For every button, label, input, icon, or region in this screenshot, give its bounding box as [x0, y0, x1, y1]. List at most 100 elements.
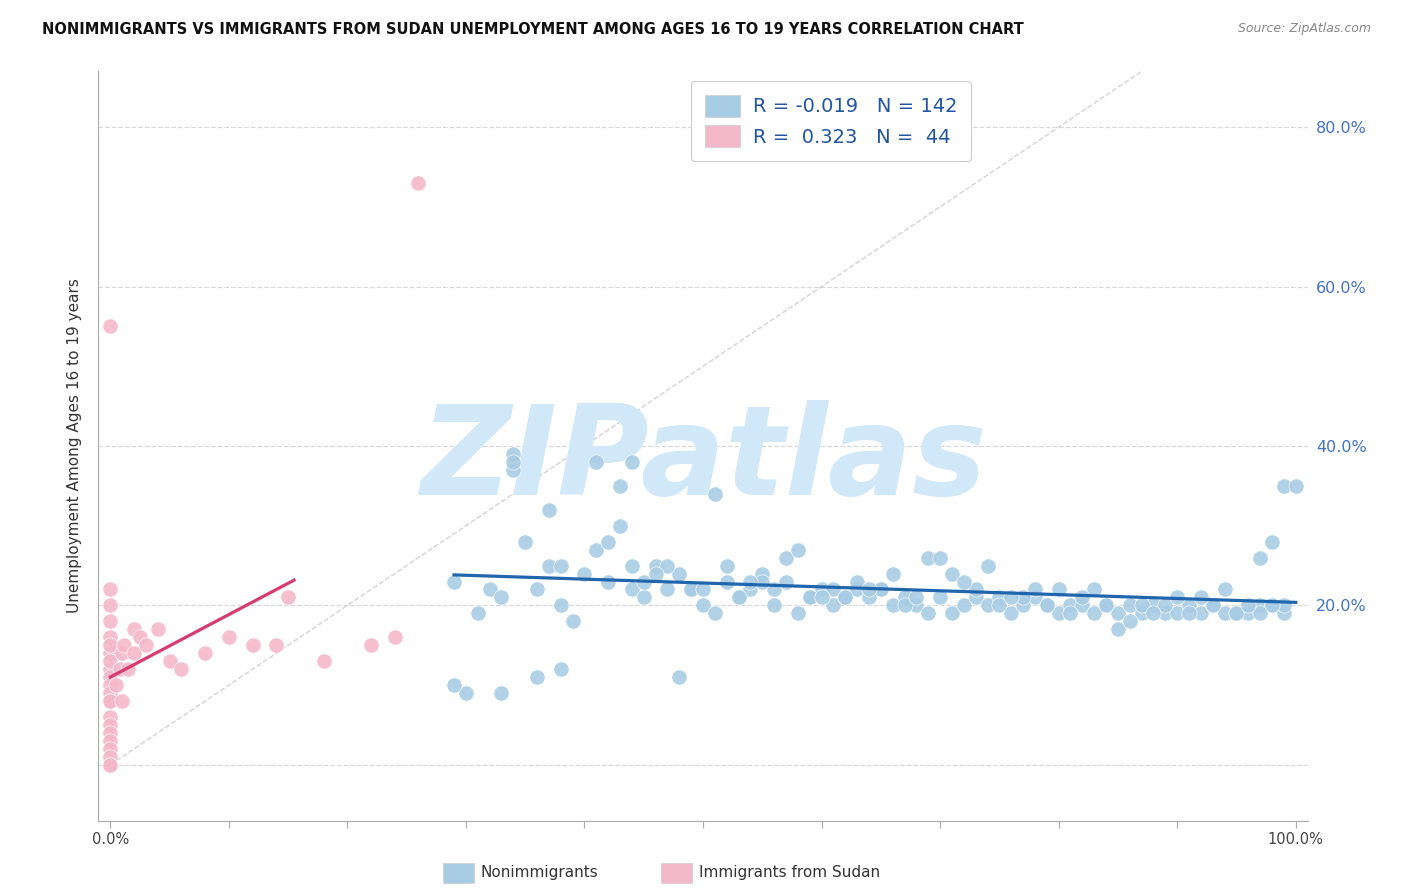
Point — [703, 487, 725, 501]
Point — [1047, 582, 1070, 597]
Point — [408, 176, 430, 190]
Point — [869, 582, 891, 597]
Point — [1024, 591, 1046, 605]
Point — [550, 662, 572, 676]
Text: Immigrants from Sudan: Immigrants from Sudan — [699, 865, 880, 880]
Point — [620, 455, 643, 469]
Point — [98, 319, 121, 334]
Point — [135, 638, 157, 652]
Point — [727, 591, 749, 605]
Point — [443, 574, 465, 589]
Point — [98, 742, 121, 756]
Point — [952, 574, 974, 589]
Point — [98, 686, 121, 700]
Point — [775, 550, 797, 565]
Point — [98, 726, 121, 740]
Point — [561, 615, 583, 629]
Point — [1107, 607, 1129, 621]
Point — [858, 582, 880, 597]
Point — [681, 582, 703, 597]
Point — [657, 558, 679, 573]
Point — [98, 694, 121, 708]
Point — [502, 463, 524, 477]
Point — [98, 678, 121, 692]
Point — [716, 558, 738, 573]
Y-axis label: Unemployment Among Ages 16 to 19 years: Unemployment Among Ages 16 to 19 years — [67, 278, 83, 614]
Point — [598, 574, 620, 589]
Point — [478, 582, 501, 597]
Point — [1059, 607, 1081, 621]
Point — [1107, 623, 1129, 637]
Point — [786, 607, 808, 621]
Point — [1272, 599, 1295, 613]
Point — [751, 566, 773, 581]
Point — [491, 591, 513, 605]
Point — [537, 502, 560, 516]
Point — [1130, 599, 1153, 613]
Point — [467, 607, 489, 621]
Point — [882, 566, 904, 581]
Point — [716, 574, 738, 589]
Point — [988, 599, 1011, 613]
Point — [1249, 550, 1271, 565]
Point — [882, 599, 904, 613]
Point — [965, 582, 987, 597]
Point — [1225, 607, 1247, 621]
Point — [111, 646, 134, 660]
Point — [98, 638, 121, 652]
Point — [633, 574, 655, 589]
Point — [1130, 607, 1153, 621]
Point — [858, 591, 880, 605]
Point — [751, 574, 773, 589]
Point — [312, 654, 335, 668]
Point — [585, 455, 607, 469]
Point — [502, 447, 524, 461]
Point — [941, 607, 963, 621]
Point — [668, 670, 690, 684]
Point — [703, 607, 725, 621]
Point — [1047, 607, 1070, 621]
Point — [1249, 599, 1271, 613]
Point — [681, 582, 703, 597]
Point — [98, 662, 121, 676]
Point — [1189, 607, 1212, 621]
Point — [146, 623, 169, 637]
Point — [609, 479, 631, 493]
Legend: R = -0.019   N = 142, R =  0.323   N =  44: R = -0.019 N = 142, R = 0.323 N = 44 — [692, 81, 972, 161]
Point — [105, 678, 128, 692]
Point — [1119, 599, 1142, 613]
Point — [763, 582, 786, 597]
Point — [917, 550, 939, 565]
Point — [585, 542, 607, 557]
Point — [537, 558, 560, 573]
Point — [1202, 599, 1225, 613]
Point — [264, 638, 287, 652]
Point — [515, 534, 537, 549]
Point — [98, 710, 121, 724]
Point — [644, 558, 666, 573]
Text: Source: ZipAtlas.com: Source: ZipAtlas.com — [1237, 22, 1371, 36]
Point — [740, 574, 762, 589]
Point — [98, 750, 121, 764]
Point — [799, 591, 821, 605]
Point — [834, 591, 856, 605]
Point — [98, 734, 121, 748]
Point — [1202, 599, 1225, 613]
Point — [122, 623, 145, 637]
Point — [1095, 599, 1118, 613]
Point — [1024, 582, 1046, 597]
Point — [1237, 607, 1260, 621]
Point — [799, 591, 821, 605]
Point — [526, 582, 548, 597]
Text: NONIMMIGRANTS VS IMMIGRANTS FROM SUDAN UNEMPLOYMENT AMONG AGES 16 TO 19 YEARS CO: NONIMMIGRANTS VS IMMIGRANTS FROM SUDAN U… — [42, 22, 1024, 37]
Point — [869, 582, 891, 597]
Point — [1249, 607, 1271, 621]
Point — [1059, 599, 1081, 613]
Point — [786, 542, 808, 557]
Point — [893, 591, 915, 605]
Point — [917, 607, 939, 621]
Text: ZIPatlas: ZIPatlas — [420, 401, 986, 522]
Point — [727, 591, 749, 605]
Point — [775, 574, 797, 589]
Point — [1225, 607, 1247, 621]
